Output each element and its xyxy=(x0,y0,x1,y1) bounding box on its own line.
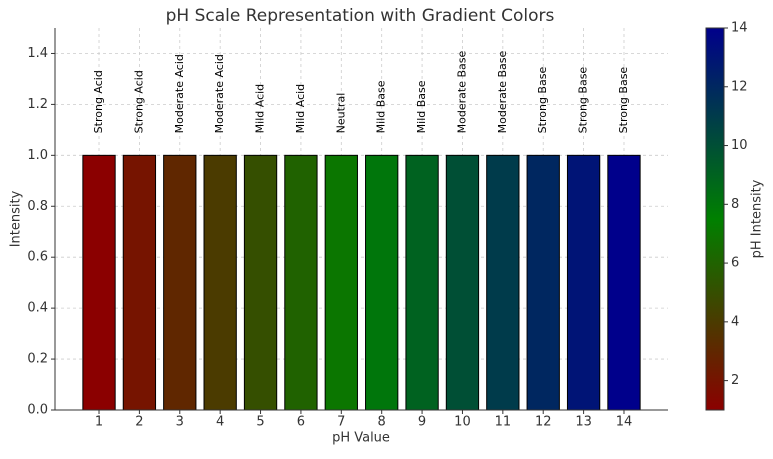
x-tick-label: 14 xyxy=(616,415,633,430)
bar-annotation: Moderate Acid xyxy=(213,54,226,133)
bar-annotation: Strong Acid xyxy=(92,70,105,133)
axis-spine xyxy=(54,28,668,411)
bar xyxy=(405,154,439,411)
y-tick-label: 0.0 xyxy=(27,403,48,418)
y-tick-label: 1.4 xyxy=(27,46,48,61)
bar-annotation: Neutral xyxy=(334,93,347,134)
chart-title: pH Scale Representation with Gradient Co… xyxy=(166,6,555,26)
colorbar-tick-label: 8 xyxy=(731,197,739,212)
bar-annotation: Mild Acid xyxy=(294,84,307,134)
x-tick-label: 6 xyxy=(297,415,305,430)
x-tick-label: 7 xyxy=(337,415,345,430)
bar-annotation: Moderate Base xyxy=(496,51,509,134)
bar xyxy=(163,154,197,411)
bar xyxy=(122,154,157,411)
bar-annotation: Strong Base xyxy=(536,67,549,134)
bar xyxy=(243,154,278,411)
bar xyxy=(607,154,641,411)
x-tick-label: 13 xyxy=(575,415,592,430)
x-tick-label: 8 xyxy=(378,415,386,430)
bar-annotation: Moderate Acid xyxy=(173,54,186,133)
y-tick-label: 0.6 xyxy=(27,250,48,265)
colorbar-tick-label: 10 xyxy=(731,138,748,153)
bar xyxy=(486,154,520,411)
colorbar-tick-label: 6 xyxy=(731,256,739,271)
colorbar-tick-label: 4 xyxy=(731,314,739,329)
bar xyxy=(365,154,399,411)
colorbar xyxy=(705,27,725,411)
bar-annotation: Strong Base xyxy=(617,67,630,134)
x-tick-label: 12 xyxy=(535,415,552,430)
bar-annotation: Strong Base xyxy=(577,67,590,134)
x-tick-label: 1 xyxy=(95,415,103,430)
bar xyxy=(566,154,601,411)
bar xyxy=(324,154,358,411)
bar-annotation: Mild Base xyxy=(375,80,388,133)
x-tick-label: 11 xyxy=(495,415,512,430)
bar xyxy=(284,154,318,411)
x-tick-label: 5 xyxy=(256,415,264,430)
x-tick-label: 9 xyxy=(418,415,426,430)
bar-annotation: Moderate Base xyxy=(455,51,468,134)
bar-annotation: Mild Base xyxy=(415,80,428,133)
x-tick-label: 4 xyxy=(216,415,224,430)
bar xyxy=(82,154,116,411)
y-axis-label: Intensity xyxy=(9,190,24,247)
x-axis-label: pH Value xyxy=(332,431,390,446)
x-tick-label: 3 xyxy=(176,415,184,430)
x-tick-label: 10 xyxy=(454,415,471,430)
colorbar-label: pH Intensity xyxy=(750,179,765,258)
y-tick-label: 0.2 xyxy=(27,352,48,367)
x-tick-label: 2 xyxy=(135,415,143,430)
colorbar-tick-label: 12 xyxy=(731,79,748,94)
bar xyxy=(445,154,480,411)
bar-annotation: Strong Acid xyxy=(132,70,145,133)
colorbar-tick-label: 2 xyxy=(731,373,739,388)
bar xyxy=(203,154,237,411)
y-tick-label: 0.4 xyxy=(27,301,48,316)
y-tick-label: 0.8 xyxy=(27,199,48,214)
y-tick-label: 1.2 xyxy=(27,97,48,112)
y-tick-label: 1.0 xyxy=(27,148,48,163)
bar xyxy=(526,154,560,411)
colorbar-tick-label: 14 xyxy=(731,21,748,36)
bar-annotation: Mild Acid xyxy=(254,84,267,134)
